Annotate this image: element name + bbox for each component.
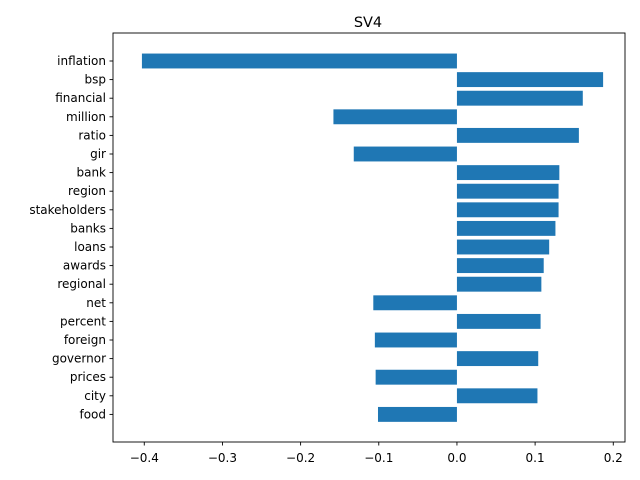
plot-frame	[112, 32, 626, 443]
x-tick-label: −0.3	[208, 451, 237, 465]
y-tick-label-stakeholders: stakeholders	[29, 203, 106, 217]
y-tick-label-inflation: inflation	[57, 54, 106, 68]
y-tick-label-foreign: foreign	[64, 333, 106, 347]
y-tick-label-prices: prices	[70, 370, 106, 384]
bar-awards	[456, 258, 544, 274]
y-tick-label-million: million	[66, 110, 106, 124]
bar-bsp	[456, 72, 604, 88]
chart-title: SV4	[354, 15, 382, 31]
bar-regional	[456, 276, 542, 292]
y-tick-label-region: region	[68, 184, 106, 198]
x-tick-label: 0.1	[526, 451, 545, 465]
bar-net	[373, 295, 457, 311]
x-tick-label: 0.2	[604, 451, 623, 465]
bar-region	[456, 183, 559, 199]
bar-governor	[456, 351, 539, 367]
x-tick-label: −0.1	[364, 451, 393, 465]
x-axis-ticks: −0.4 −0.3 −0.2 −0.1 0.0 0.1 0.2	[130, 442, 623, 465]
bar-prices	[375, 369, 457, 385]
y-tick-label-net: net	[86, 296, 106, 310]
x-tick-label: −0.2	[286, 451, 315, 465]
y-tick-label-city: city	[84, 389, 106, 403]
y-tick-label-awards: awards	[63, 259, 106, 273]
bars-group	[141, 53, 604, 422]
y-axis-ticks: inflation bsp financial million ratio gir bank…	[29, 54, 113, 421]
bar-stakeholders	[456, 202, 559, 218]
y-tick-label-governor: governor	[52, 352, 106, 366]
y-tick-label-bsp: bsp	[85, 73, 107, 87]
bar-ratio	[456, 127, 579, 143]
y-tick-label-financial: financial	[55, 91, 106, 105]
bar-percent	[456, 313, 541, 329]
y-tick-label-ratio: ratio	[78, 128, 106, 142]
y-tick-label-bank: bank	[76, 166, 106, 180]
y-tick-label-food: food	[79, 407, 106, 421]
y-tick-label-percent: percent	[60, 314, 106, 328]
bar-loans	[456, 239, 550, 255]
y-tick-label-banks: banks	[70, 221, 106, 235]
bar-inflation	[141, 53, 457, 69]
bar-banks	[456, 220, 556, 236]
bar-city	[456, 388, 538, 404]
y-tick-label-gir: gir	[90, 147, 106, 161]
bar-foreign	[374, 332, 457, 348]
bar-gir	[353, 146, 457, 162]
x-tick-label: 0.0	[447, 451, 466, 465]
y-tick-label-loans: loans	[74, 240, 106, 254]
bar-food	[377, 406, 457, 422]
bar-million	[333, 109, 457, 125]
y-tick-label-regional: regional	[57, 277, 106, 291]
x-tick-label: −0.4	[130, 451, 159, 465]
bar-bank	[456, 165, 560, 181]
bar-financial	[456, 90, 583, 106]
